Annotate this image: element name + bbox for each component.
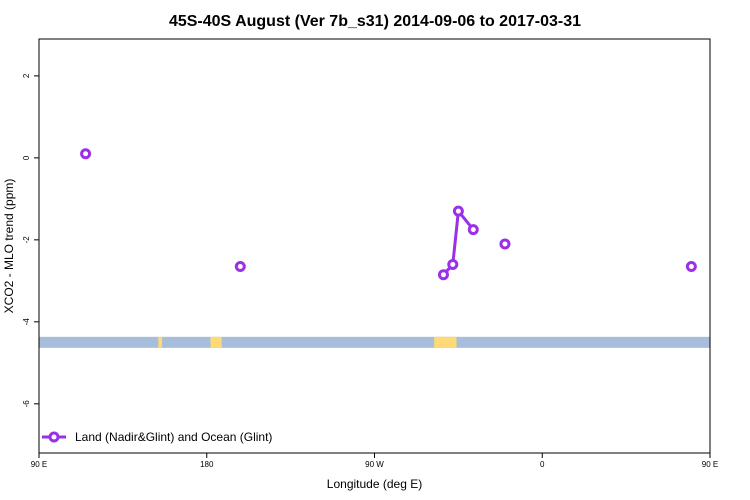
- y-axis-label: XCO2 - MLO trend (ppm): [2, 179, 16, 314]
- ocean-band: [39, 336, 710, 348]
- x-axis: 90 E 180 90 W 0 90 E: [31, 453, 718, 469]
- data-point: [499, 238, 511, 250]
- series-layer: [80, 148, 697, 281]
- data-point: [467, 224, 479, 236]
- data-point: [685, 260, 697, 272]
- x-tick-label: 90 W: [365, 460, 384, 469]
- series-line: [442, 207, 475, 276]
- y-tick-label: -2: [22, 236, 31, 244]
- y-tick-label: -4: [22, 318, 31, 326]
- y-tick-label: 0: [22, 155, 31, 160]
- data-point: [452, 205, 464, 217]
- x-tick-label: 0: [540, 460, 545, 469]
- x-axis-label: Longitude (deg E): [327, 477, 422, 491]
- land-band-segment: [210, 336, 222, 348]
- legend-swatch-marker: [48, 431, 60, 443]
- y-axis: 2 0 -2 -4 -6: [22, 73, 39, 407]
- land-ocean-band: [39, 336, 710, 348]
- x-tick-label: 90 E: [31, 460, 47, 469]
- data-point: [437, 269, 449, 281]
- chart-title: 45S-40S August (Ver 7b_s31) 2014-09-06 t…: [169, 13, 581, 30]
- land-band-segment: [434, 336, 457, 348]
- land-band-segment: [158, 336, 163, 348]
- x-tick-label: 180: [200, 460, 214, 469]
- data-point: [234, 260, 246, 272]
- legend-item-label: Land (Nadir&Glint) and Ocean (Glint): [75, 430, 272, 444]
- plot-frame: [38, 38, 711, 454]
- y-tick-label: -6: [22, 400, 31, 408]
- data-point: [447, 258, 459, 270]
- y-tick-label: 2: [22, 73, 31, 78]
- data-point: [80, 148, 92, 160]
- x-tick-label: 90 E: [702, 460, 718, 469]
- legend: Land (Nadir&Glint) and Ocean (Glint): [42, 430, 272, 444]
